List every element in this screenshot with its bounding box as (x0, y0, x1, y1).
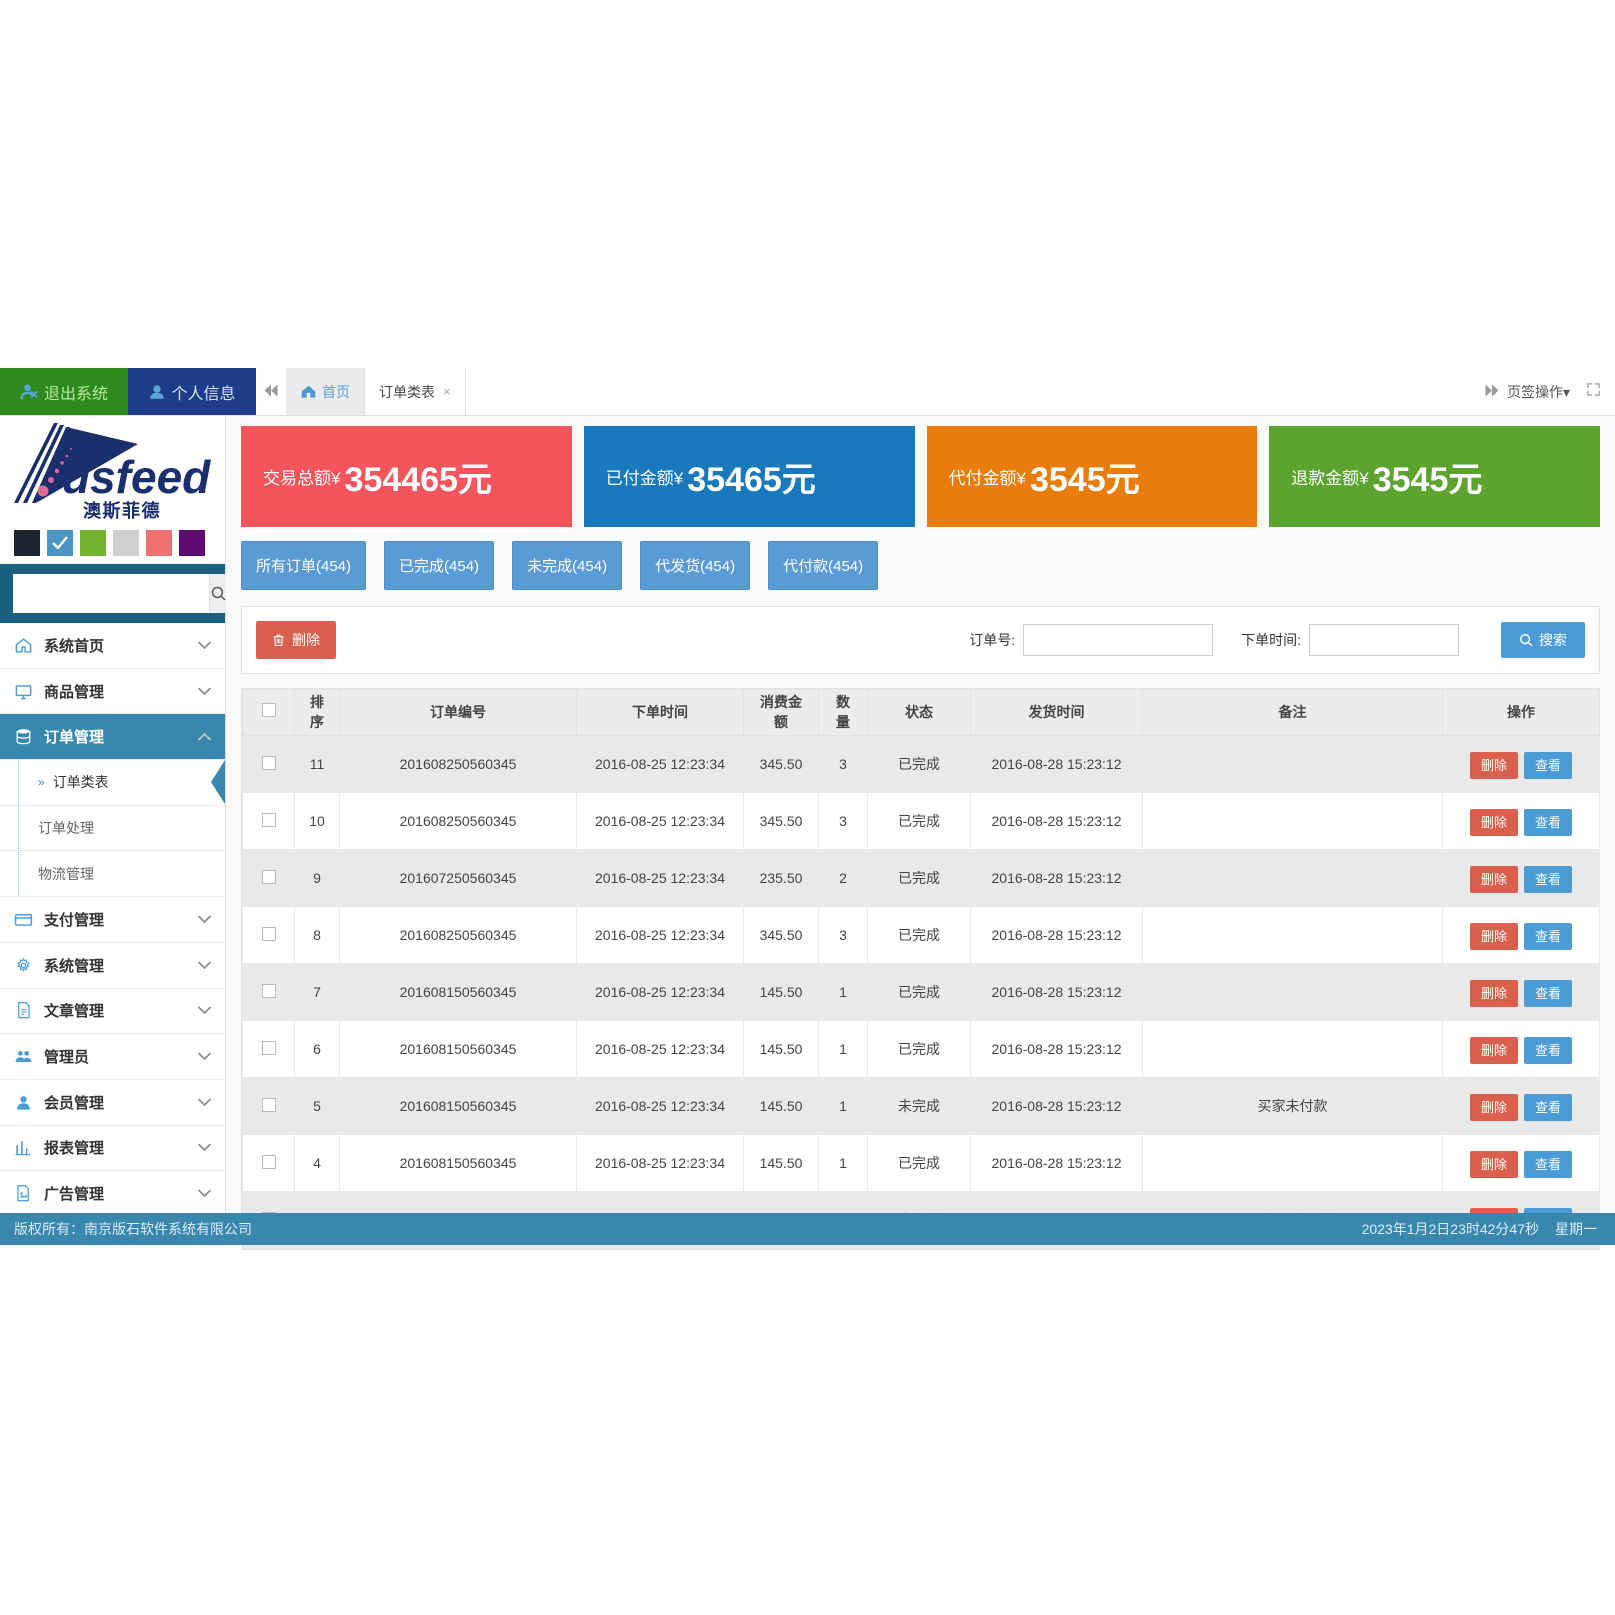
svg-text:澳斯菲德: 澳斯菲德 (83, 500, 161, 521)
svg-text:usfeed: usfeed (62, 451, 211, 503)
